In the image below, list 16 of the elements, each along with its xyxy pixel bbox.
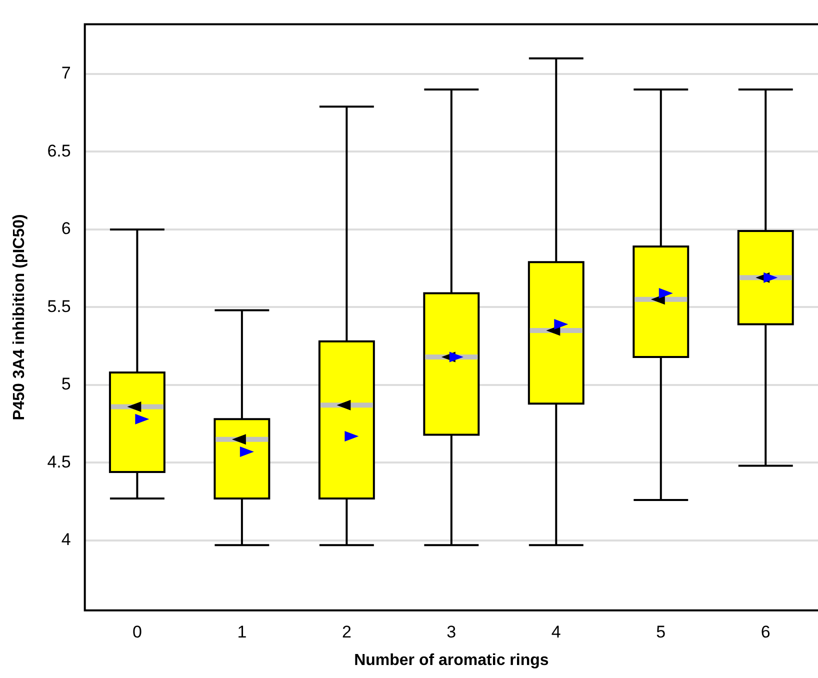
x-tick-label: 0 [132, 622, 142, 642]
y-axis-title: P450 3A4 inhibition (pIC50) [11, 214, 28, 420]
y-tick-label: 5 [61, 374, 71, 394]
y-tick-label: 5.5 [47, 296, 71, 316]
y-tick-label: 6 [61, 219, 71, 238]
x-axis-title: Number of aromatic rings [354, 652, 549, 669]
y-tick-label: 4 [61, 530, 71, 550]
x-tick-label: 6 [760, 622, 770, 642]
y-tick-label: 6.5 [47, 141, 71, 160]
x-tick-label: 4 [551, 622, 561, 642]
y-tick-label: 7 [61, 64, 71, 83]
x-tick-label: 5 [656, 622, 666, 642]
y-tick-label: 4.5 [47, 452, 71, 472]
x-tick-label: 2 [342, 622, 352, 642]
x-tick-label: 3 [446, 622, 456, 642]
x-tick-label: 1 [237, 622, 247, 642]
